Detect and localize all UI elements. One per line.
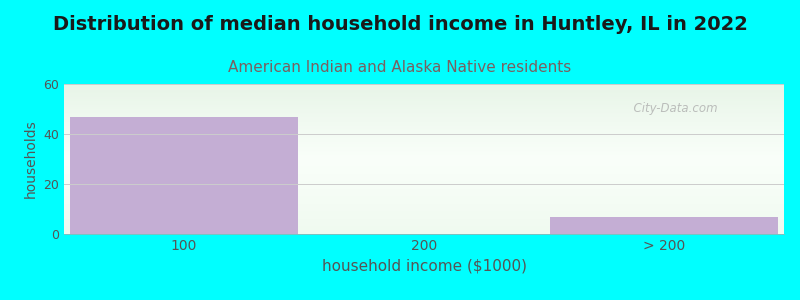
X-axis label: household income ($1000): household income ($1000) xyxy=(322,258,526,273)
Bar xyxy=(550,217,778,234)
Bar xyxy=(70,116,298,234)
Text: City-Data.com: City-Data.com xyxy=(626,102,718,115)
Text: American Indian and Alaska Native residents: American Indian and Alaska Native reside… xyxy=(228,60,572,75)
Text: Distribution of median household income in Huntley, IL in 2022: Distribution of median household income … xyxy=(53,15,747,34)
Y-axis label: households: households xyxy=(24,120,38,198)
